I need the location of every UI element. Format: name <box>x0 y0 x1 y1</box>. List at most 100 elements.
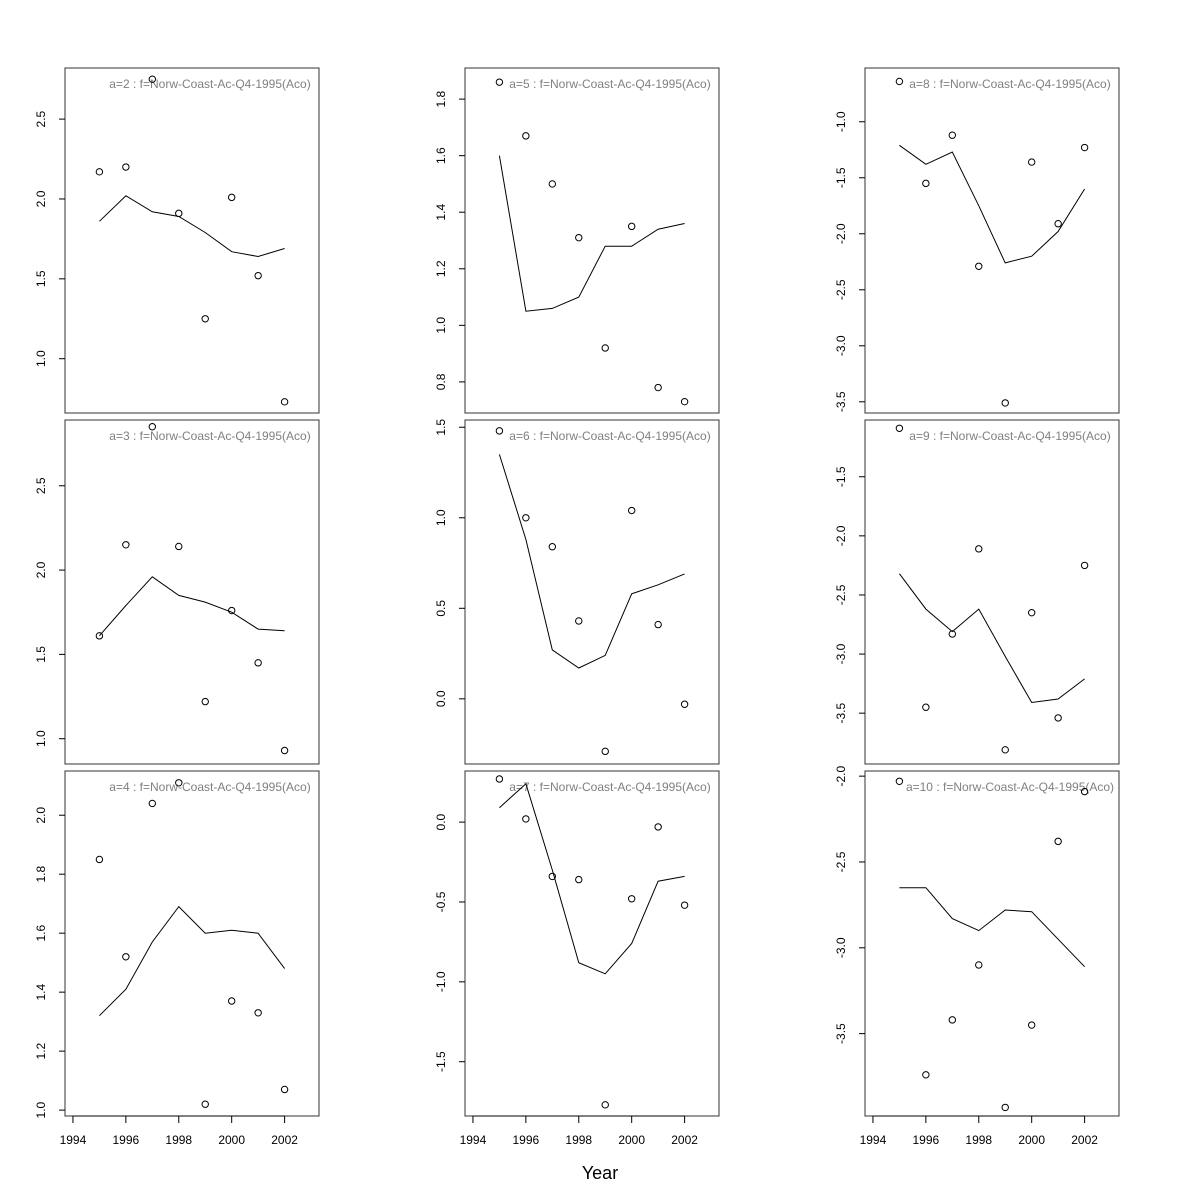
x-tick-label: 1998 <box>565 1133 592 1147</box>
y-tick-label: -2.0 <box>834 223 848 244</box>
y-axis: 0.0 0.5 1.0 1.5 <box>434 419 465 707</box>
observation-point <box>201 315 209 323</box>
observation-point <box>175 542 183 551</box>
observation-point <box>895 777 904 785</box>
y-tick-label: -2.0 <box>834 765 848 786</box>
observation-point <box>575 875 583 884</box>
x-tick-label: 1994 <box>60 1133 87 1147</box>
y-axis: -3.5 -3.0 -2.5 -2.0 -1.5 -1.0 <box>834 111 865 412</box>
y-axis: 1.0 1.5 2.0 2.5 <box>34 110 65 367</box>
panel-frame <box>864 419 1120 765</box>
y-tick-label: 2.5 <box>34 110 48 127</box>
panel: a=6 : f=Norw-Coast-Ac-Q4-1995(Aco) 0.0 0.5… <box>434 419 720 765</box>
observation-point <box>227 997 236 1005</box>
panel: a=10 : f=Norw-Coast-Ac-Q4-1995(Aco) -3.5-… <box>834 765 1120 1117</box>
observation-point <box>1001 1103 1009 1112</box>
observation-point <box>548 180 557 188</box>
y-axis: 1.0 1.2 1.4 1.6 1.8 2.0 <box>34 807 65 1118</box>
y-axis: -1.5 -1.0 -0.5 0.0 <box>434 813 465 1072</box>
panel-label: a=7 : f=Norw-Coast-Ac-Q4-1995(Aco) <box>509 780 710 794</box>
observation-point <box>495 427 504 435</box>
fitted-line <box>899 144 1086 264</box>
observation-point <box>680 700 689 708</box>
panel-label: a=6 : f=Norw-Coast-Ac-Q4-1995(Aco) <box>509 429 710 443</box>
observation-point <box>522 132 530 140</box>
panel-frame <box>864 67 1120 414</box>
y-tick-label: 2.5 <box>34 477 48 494</box>
y-tick-label: 1.2 <box>34 1042 48 1059</box>
panel-label: a=2 : f=Norw-Coast-Ac-Q4-1995(Aco) <box>109 77 310 91</box>
observation-point <box>601 1101 609 1109</box>
observation-point <box>948 630 957 638</box>
y-tick-label: 2.0 <box>34 561 48 578</box>
y-tick-label: -0.5 <box>434 891 448 912</box>
observation-point <box>280 746 289 755</box>
y-tick-label: 1.8 <box>434 90 448 107</box>
observation-point <box>254 1009 262 1017</box>
observation-point <box>601 344 609 352</box>
observation-point <box>548 872 557 881</box>
y-tick-label: 2.0 <box>34 190 48 207</box>
y-tick-label: -3.5 <box>834 703 848 724</box>
observation-point <box>1054 219 1062 228</box>
x-tick-label: 2000 <box>1018 1133 1045 1147</box>
x-tick-label: 1998 <box>965 1133 992 1147</box>
observation-point <box>1001 399 1009 407</box>
panel-label: a=3 : f=Norw-Coast-Ac-Q4-1995(Aco) <box>109 429 310 443</box>
observation-point <box>122 953 130 961</box>
fitted-line <box>499 782 685 975</box>
observation-point <box>627 222 636 231</box>
panel-label: a=8 : f=Norw-Coast-Ac-Q4-1995(Aco) <box>909 77 1110 91</box>
fitted-line <box>498 454 685 669</box>
observation-point <box>201 1100 209 1108</box>
observation-point <box>922 703 930 711</box>
panel-label: a=10 : f=Norw-Coast-Ac-Q4-1995(Aco) <box>906 780 1114 794</box>
observation-point <box>627 506 636 515</box>
observation-point <box>148 75 157 83</box>
x-tick-label: 1994 <box>460 1133 487 1147</box>
panels-layer: a=2 : f=Norw-Coast-Ac-Q4-1995(Aco) 1.0 1.5… <box>34 67 1120 1118</box>
observation-point <box>1080 561 1089 570</box>
observation-point <box>654 823 662 831</box>
observation-point <box>95 168 104 176</box>
y-tick-label: 1.0 <box>434 509 448 526</box>
y-tick-label: 1.0 <box>34 1101 48 1118</box>
observation-point <box>522 815 530 823</box>
y-tick-label: -1.0 <box>434 971 448 992</box>
panel-frame <box>64 419 320 765</box>
y-tick-label: -1.5 <box>834 167 848 188</box>
y-tick-label: 1.0 <box>434 317 448 334</box>
observation-point <box>922 1071 930 1079</box>
observation-point <box>895 77 904 86</box>
observation-point <box>575 233 583 242</box>
y-tick-label: -2.5 <box>834 279 848 300</box>
observation-point <box>975 545 983 553</box>
x-axis: 1994 1996 1998 2000 2002 <box>860 1115 1098 1147</box>
y-tick-label: 1.2 <box>434 260 448 277</box>
observation-point <box>548 543 557 551</box>
fitted-line <box>99 195 285 258</box>
panel: a=9 : f=Norw-Coast-Ac-Q4-1995(Aco)-3.5-3… <box>834 419 1120 765</box>
observation-point <box>948 131 957 139</box>
panel: a=5 : f=Norw-Coast-Ac-Q4-1995(Aco) 0.8 1.0… <box>434 67 720 414</box>
y-tick-label: 1.8 <box>34 866 48 883</box>
observation-point <box>1027 158 1036 166</box>
y-tick-label: 1.0 <box>34 730 48 747</box>
observation-point <box>148 423 157 431</box>
panel-frame <box>464 419 720 765</box>
observation-point <box>495 775 504 783</box>
y-tick-label: 1.6 <box>34 925 48 942</box>
y-tick-label: 0.0 <box>434 813 448 830</box>
observation-point <box>280 398 289 406</box>
observation-point <box>895 424 904 432</box>
y-axis: -3.5 -3.0 -2.5 -2.0 -1.5 <box>834 466 865 724</box>
y-tick-label: -3.0 <box>834 335 848 356</box>
y-tick-label: 1.0 <box>34 350 48 367</box>
panel: a=3 : f=Norw-Coast-Ac-Q4-1995(Aco) 1.0 1.5… <box>34 419 320 765</box>
observation-point <box>148 799 157 808</box>
y-axis: 1.0 1.5 2.0 2.5 <box>34 477 65 747</box>
observation-point <box>227 606 236 615</box>
x-tick-label: 1996 <box>913 1133 940 1147</box>
fitted-line <box>898 573 1085 704</box>
y-axis: -3.5 -3.0 -2.5 -2.0 <box>834 765 865 1044</box>
